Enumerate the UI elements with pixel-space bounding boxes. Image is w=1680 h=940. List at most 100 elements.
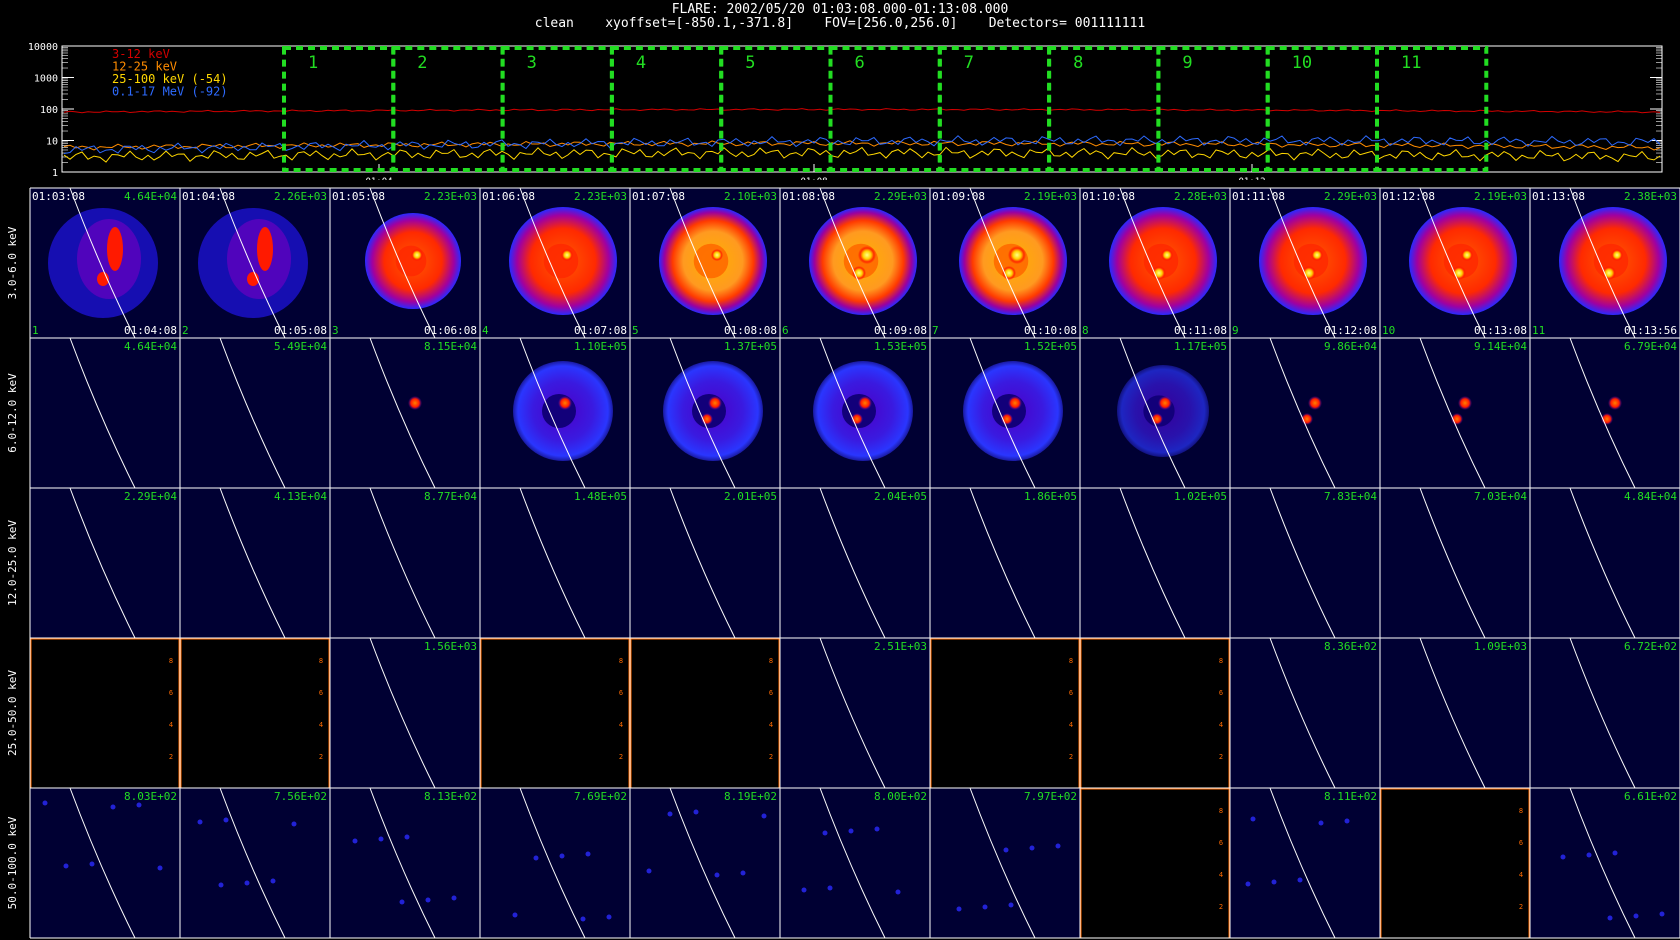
solar-limb bbox=[369, 187, 436, 339]
empty-axis-tick: 4 bbox=[1519, 871, 1523, 879]
empty-axis-tick: 6 bbox=[1519, 839, 1523, 847]
interval-number: 5 bbox=[632, 324, 639, 337]
solar-limb bbox=[1569, 637, 1636, 789]
noise-speck bbox=[1029, 845, 1035, 851]
empty-axis-tick: 8 bbox=[1219, 657, 1223, 665]
panel-background bbox=[330, 788, 480, 938]
legend-entry: 0.1-17 MeV (-92) bbox=[112, 85, 228, 99]
solar-limb bbox=[1569, 487, 1636, 639]
noise-speck bbox=[157, 865, 163, 871]
noise-speck bbox=[1607, 915, 1613, 921]
noise-speck bbox=[1318, 820, 1324, 826]
interval-number: 3 bbox=[527, 53, 537, 73]
end-time: 01:09:08 bbox=[874, 324, 927, 337]
start-time: 01:06:08 bbox=[482, 190, 535, 203]
interval-number: 7 bbox=[932, 324, 939, 337]
source-emission bbox=[858, 396, 872, 410]
image-panel bbox=[30, 187, 180, 339]
start-time: 01:07:08 bbox=[632, 190, 685, 203]
empty-axis-tick: 6 bbox=[619, 689, 623, 697]
interval-number: 9 bbox=[1232, 324, 1239, 337]
peak-value: 8.00E+02 bbox=[874, 790, 927, 803]
interval-number: 1 bbox=[308, 53, 318, 73]
source-emission bbox=[1008, 246, 1026, 264]
end-time: 01:13:08 bbox=[1474, 324, 1527, 337]
peak-value: 4.64E+04 bbox=[124, 340, 177, 353]
interval-number: 7 bbox=[964, 53, 974, 73]
end-time: 01:13:56 bbox=[1624, 324, 1677, 337]
image-panel: 2 4 6 8 bbox=[1080, 788, 1230, 938]
solar-limb bbox=[1419, 337, 1486, 489]
panel-background bbox=[630, 788, 780, 938]
panel-background bbox=[330, 338, 480, 488]
empty-axis-tick: 6 bbox=[1219, 839, 1223, 847]
noise-speck bbox=[606, 914, 612, 920]
empty-axis-tick: 4 bbox=[319, 721, 323, 729]
solar-limb bbox=[819, 337, 886, 489]
peak-value: 7.83E+04 bbox=[1324, 490, 1377, 503]
panel-background bbox=[780, 488, 930, 638]
noise-speck bbox=[1008, 902, 1014, 908]
start-time: 01:13:08 bbox=[1532, 190, 1585, 203]
noise-speck bbox=[1250, 816, 1256, 822]
source-emission bbox=[107, 227, 123, 271]
empty-axis-tick: 4 bbox=[619, 721, 623, 729]
start-time: 01:08:08 bbox=[782, 190, 835, 203]
image-panel: 2 4 6 8 bbox=[480, 638, 630, 788]
source-emission bbox=[408, 396, 422, 410]
solar-limb bbox=[1419, 637, 1486, 789]
interval-number: 3 bbox=[332, 324, 339, 337]
source-emission bbox=[558, 396, 572, 410]
source-emission bbox=[1158, 396, 1172, 410]
interval-number: 11 bbox=[1401, 53, 1421, 73]
noise-speck bbox=[291, 821, 297, 827]
noise-speck bbox=[451, 895, 457, 901]
noise-speck bbox=[1245, 881, 1251, 887]
end-time: 01:06:08 bbox=[424, 324, 477, 337]
panel-background bbox=[180, 338, 330, 488]
image-panel bbox=[1230, 487, 1380, 639]
image-panel bbox=[180, 787, 330, 939]
image-panel: 2 4 6 8 bbox=[930, 638, 1080, 788]
interval-box bbox=[1375, 46, 1489, 172]
peak-value: 2.04E+05 bbox=[874, 490, 927, 503]
source-emission bbox=[852, 266, 866, 280]
empty-axis-tick: 6 bbox=[769, 689, 773, 697]
image-panel: 2 4 6 8 bbox=[1080, 638, 1230, 788]
solar-limb bbox=[519, 787, 586, 939]
image-panel bbox=[1530, 787, 1680, 939]
peak-value: 2.28E+03 bbox=[1174, 190, 1227, 203]
source-emission bbox=[858, 246, 876, 264]
panel-background bbox=[1530, 638, 1680, 788]
start-time: 01:05:08 bbox=[332, 190, 385, 203]
solar-limb bbox=[1269, 337, 1336, 489]
peak-value: 2.10E+03 bbox=[724, 190, 777, 203]
noise-speck bbox=[1055, 843, 1061, 849]
solar-limb bbox=[1569, 787, 1636, 939]
solar-limb bbox=[219, 337, 286, 489]
panel-background bbox=[930, 788, 1080, 938]
noise-speck bbox=[1560, 854, 1566, 860]
empty-axis-tick: 6 bbox=[1219, 689, 1223, 697]
peak-value: 7.97E+02 bbox=[1024, 790, 1077, 803]
interval-number: 4 bbox=[636, 53, 646, 73]
peak-value: 1.56E+03 bbox=[424, 640, 477, 653]
y-tick-label: 10 bbox=[46, 137, 58, 148]
image-panel bbox=[1230, 187, 1380, 339]
y-tick-label: 1000 bbox=[34, 74, 58, 85]
noise-speck bbox=[874, 826, 880, 832]
empty-axis-tick: 2 bbox=[769, 753, 773, 761]
interval-number: 8 bbox=[1073, 53, 1083, 73]
noise-speck bbox=[218, 882, 224, 888]
peak-value: 2.19E+03 bbox=[1024, 190, 1077, 203]
end-time: 01:04:08 bbox=[124, 324, 177, 337]
empty-panel bbox=[1080, 638, 1230, 788]
interval-number: 6 bbox=[782, 324, 789, 337]
image-panel bbox=[1080, 187, 1230, 339]
interval-number: 6 bbox=[855, 53, 865, 73]
image-panel bbox=[1380, 337, 1530, 489]
interval-number: 5 bbox=[745, 53, 755, 73]
solar-limb bbox=[69, 187, 136, 339]
solar-limb bbox=[1419, 187, 1486, 339]
source-emission bbox=[711, 249, 723, 261]
